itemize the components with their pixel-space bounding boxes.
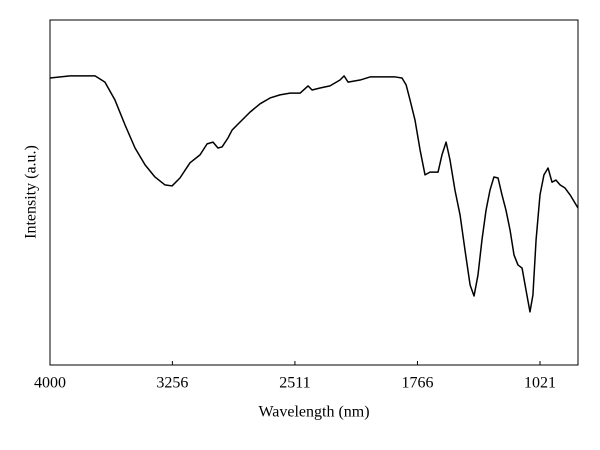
y-axis-title: Intensity (a.u.): [23, 145, 40, 239]
x-tick-label: 1766: [401, 375, 433, 392]
x-axis-title: Wavelength (nm): [258, 404, 369, 421]
x-tick-label: 1021: [524, 375, 556, 392]
spectrum-line: [49, 75, 579, 313]
x-tick-label: 2511: [279, 375, 310, 392]
plot-frame: [49, 19, 579, 366]
x-tick-label: 3256: [156, 375, 188, 392]
x-tick-label: 4000: [34, 375, 66, 392]
